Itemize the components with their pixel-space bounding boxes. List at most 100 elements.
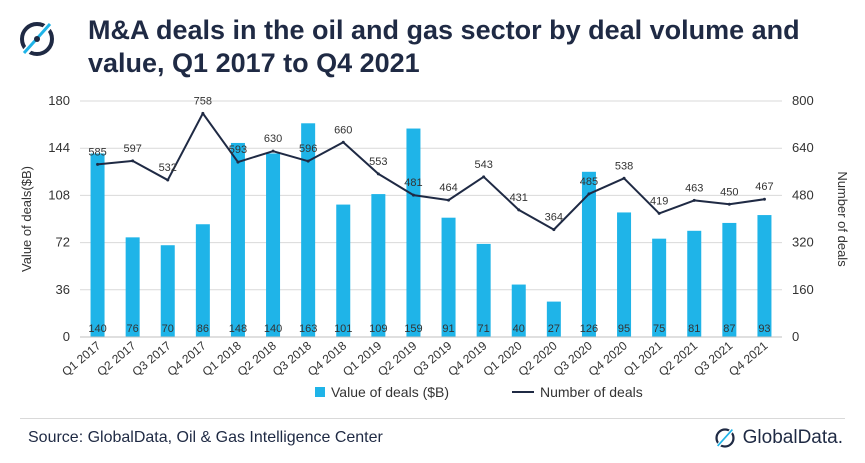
bar-value-label: 159 bbox=[404, 323, 422, 335]
line-point bbox=[96, 162, 100, 166]
y-left-tick-label: 144 bbox=[48, 140, 70, 155]
line-value-label: 597 bbox=[123, 143, 141, 155]
bar bbox=[160, 245, 175, 337]
line-value-label: 485 bbox=[580, 176, 598, 188]
bar-value-label: 93 bbox=[758, 323, 770, 335]
line-point bbox=[341, 140, 345, 144]
line-point bbox=[271, 149, 275, 153]
bar bbox=[336, 204, 351, 337]
bar-value-label: 76 bbox=[127, 323, 139, 335]
line-point bbox=[727, 202, 731, 206]
line-point bbox=[587, 192, 591, 196]
y-left-tick-label: 36 bbox=[56, 282, 70, 297]
line-point bbox=[236, 160, 240, 164]
bar bbox=[687, 230, 702, 337]
chart-title-line-1: M&A deals in the oil and gas sector by d… bbox=[88, 15, 800, 45]
bar bbox=[195, 224, 210, 337]
line-value-label: 553 bbox=[369, 156, 387, 168]
bar-value-label: 140 bbox=[264, 323, 282, 335]
line-value-label: 538 bbox=[615, 160, 633, 172]
bar-value-label: 163 bbox=[299, 323, 317, 335]
line-point bbox=[376, 172, 380, 176]
y-right-tick-label: 480 bbox=[792, 187, 814, 202]
line-point bbox=[201, 111, 205, 115]
legend-item-value: Value of deals ($B) bbox=[315, 384, 449, 400]
bar bbox=[581, 171, 596, 337]
bar bbox=[652, 238, 667, 337]
line-value-label: 463 bbox=[685, 182, 703, 194]
bar-value-label: 109 bbox=[369, 323, 387, 335]
line-point bbox=[166, 178, 170, 182]
bar-value-label: 70 bbox=[162, 323, 174, 335]
bar bbox=[125, 237, 140, 337]
y-left-tick-label: 72 bbox=[56, 235, 70, 250]
legend-line-swatch bbox=[512, 391, 534, 393]
bar bbox=[511, 284, 526, 337]
bars bbox=[90, 123, 772, 338]
bar-value-label: 75 bbox=[653, 323, 665, 335]
y-right-tick-label: 640 bbox=[792, 140, 814, 155]
line-point bbox=[692, 198, 696, 202]
line-value-label: 585 bbox=[88, 146, 106, 158]
legend: Value of deals ($B) Number of deals bbox=[0, 384, 865, 404]
brand-text: GlobalData. bbox=[742, 427, 843, 448]
line-value-label: 758 bbox=[194, 95, 212, 107]
deal-count-series bbox=[97, 112, 765, 231]
line-point bbox=[447, 198, 451, 202]
bar-value-label: 148 bbox=[229, 323, 247, 335]
chart: 140 76 70 86 148 140 163 101 109 159 91 71 40 27 126 95… bbox=[19, 93, 850, 379]
chart-title: M&A deals in the oil and gas sector by d… bbox=[88, 14, 848, 80]
footer-divider bbox=[20, 418, 845, 419]
y-right-tick-label: 800 bbox=[792, 93, 814, 108]
y-left-tick-label: 0 bbox=[63, 329, 70, 344]
bar-value-label: 126 bbox=[580, 323, 598, 335]
deal-count-line bbox=[96, 111, 766, 232]
line-value-label: 450 bbox=[720, 186, 738, 198]
bar bbox=[266, 153, 281, 337]
line-point bbox=[552, 228, 556, 232]
line-point bbox=[622, 176, 626, 180]
bar bbox=[90, 153, 105, 337]
line-value-label: 467 bbox=[755, 181, 773, 193]
legend-line-label: Number of deals bbox=[540, 384, 643, 400]
bar bbox=[230, 142, 245, 337]
globaldata-logo-icon bbox=[19, 19, 55, 59]
bar-value-label: 27 bbox=[548, 323, 560, 335]
line-value-label: 481 bbox=[404, 177, 422, 189]
bar-value-label: 140 bbox=[88, 323, 106, 335]
line-point bbox=[131, 159, 135, 163]
line-value-label: 464 bbox=[439, 182, 457, 194]
x-tick-label: Q4 2021 bbox=[726, 338, 771, 379]
legend-bar-label: Value of deals ($B) bbox=[331, 384, 450, 400]
line-point bbox=[306, 159, 310, 163]
line-value-label: 431 bbox=[510, 192, 528, 204]
bar-value-label: 91 bbox=[442, 323, 454, 335]
globaldata-brand-icon bbox=[714, 427, 735, 449]
line-value-label: 364 bbox=[545, 212, 563, 224]
line-point bbox=[762, 197, 766, 201]
bar bbox=[371, 194, 386, 337]
y-left-axis-title: Value of deals($B) bbox=[19, 166, 34, 272]
y-right-tick-label: 320 bbox=[792, 235, 814, 250]
bar bbox=[406, 128, 421, 337]
bar-value-label: 95 bbox=[618, 323, 630, 335]
bar bbox=[476, 243, 491, 337]
line-value-label: 630 bbox=[264, 133, 282, 145]
bar bbox=[617, 212, 632, 337]
chart-title-line-2: value, Q1 2017 to Q4 2021 bbox=[88, 48, 420, 78]
source-note: Source: GlobalData, Oil & Gas Intelligen… bbox=[28, 429, 383, 446]
bar bbox=[546, 301, 561, 337]
line-point bbox=[482, 175, 486, 179]
line-point bbox=[517, 208, 521, 212]
y-left-tick-label: 108 bbox=[48, 187, 70, 202]
data-labels: 140 76 70 86 148 140 163 101 109 159 91 71 40 27 126 95… bbox=[88, 95, 773, 335]
bar-value-label: 81 bbox=[688, 323, 700, 335]
line-point bbox=[657, 211, 661, 215]
legend-item-count: Number of deals bbox=[512, 384, 643, 400]
line-value-label: 596 bbox=[299, 143, 317, 155]
bar-value-label: 40 bbox=[513, 323, 525, 335]
line-value-label: 543 bbox=[474, 159, 492, 171]
line-value-label: 593 bbox=[229, 144, 247, 156]
bar-value-label: 101 bbox=[334, 323, 352, 335]
legend-bar-swatch bbox=[315, 387, 325, 397]
